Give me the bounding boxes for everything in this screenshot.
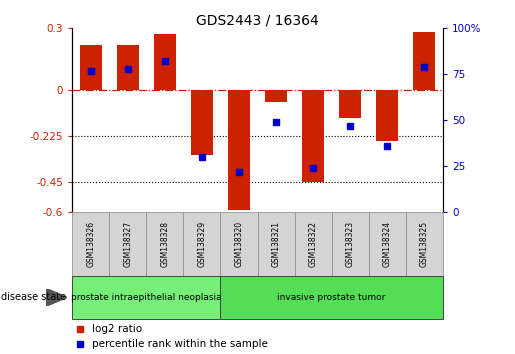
Text: GSM138327: GSM138327 [123,221,132,267]
Text: GSM138322: GSM138322 [308,221,318,267]
Polygon shape [46,289,67,306]
Text: disease state: disease state [1,292,66,302]
Text: GSM138324: GSM138324 [383,221,392,267]
Bar [413,33,436,90]
Text: GSM138325: GSM138325 [420,221,429,267]
Bar [228,90,250,210]
Bar [339,90,362,118]
Bar [79,45,102,90]
Text: percentile rank within the sample: percentile rank within the sample [93,339,268,349]
Text: GSM138320: GSM138320 [234,221,244,267]
Bar [146,212,183,276]
Text: GSM138321: GSM138321 [271,221,281,267]
Bar [295,212,332,276]
Bar [406,212,443,276]
Bar [220,276,443,319]
Text: invasive prostate tumor: invasive prostate tumor [278,293,386,302]
Text: GSM138326: GSM138326 [86,221,95,267]
Bar [265,90,287,102]
Bar [302,90,324,182]
Bar [109,212,146,276]
Bar [369,212,406,276]
Text: log2 ratio: log2 ratio [93,324,143,333]
Bar [376,90,399,141]
Text: GSM138323: GSM138323 [346,221,355,267]
Bar [220,212,258,276]
Bar [153,34,176,90]
Title: GDS2443 / 16364: GDS2443 / 16364 [196,13,319,27]
Bar [72,212,109,276]
Bar [258,212,295,276]
Bar [191,90,213,155]
Bar [183,212,220,276]
Bar [72,276,220,319]
Text: GSM138328: GSM138328 [160,221,169,267]
Bar [332,212,369,276]
Text: GSM138329: GSM138329 [197,221,207,267]
Text: prostate intraepithelial neoplasia: prostate intraepithelial neoplasia [71,293,221,302]
Bar [116,45,139,90]
